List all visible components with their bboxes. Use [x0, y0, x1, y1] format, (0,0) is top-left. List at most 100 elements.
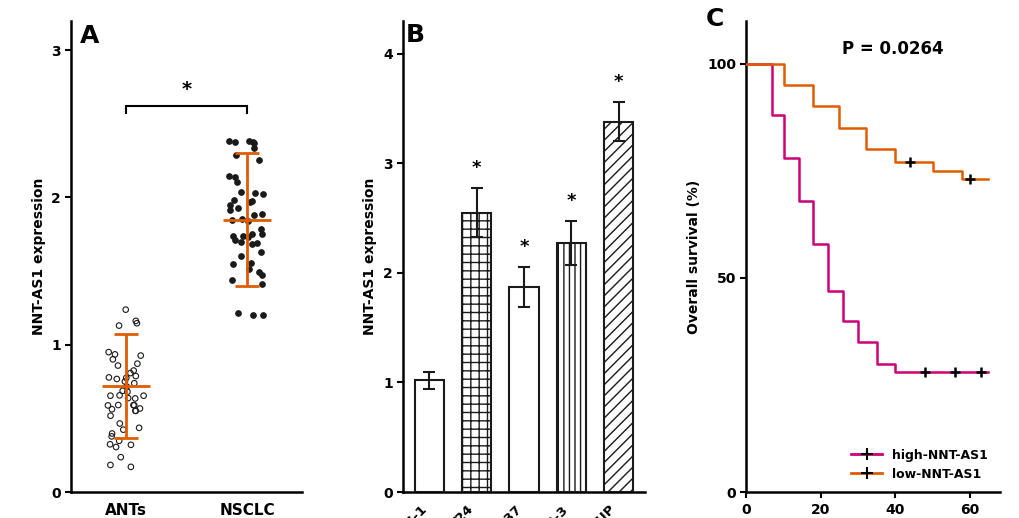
Point	[110, 401, 126, 409]
Point	[253, 271, 269, 279]
Point	[119, 387, 136, 396]
Point	[245, 311, 261, 320]
Point	[111, 437, 127, 445]
Point	[102, 440, 118, 449]
Point	[125, 401, 142, 409]
Point	[114, 386, 130, 395]
Point	[240, 137, 257, 145]
Point	[107, 350, 123, 358]
Point	[253, 248, 269, 256]
Point	[233, 252, 250, 261]
Point	[225, 196, 242, 205]
Point	[105, 355, 121, 364]
Bar	[556, 243, 586, 492]
Point	[132, 351, 149, 359]
Point	[221, 137, 237, 145]
Point	[120, 394, 137, 402]
Point	[228, 178, 245, 186]
Point	[226, 172, 243, 181]
Bar	[508, 287, 538, 492]
Text: A: A	[79, 24, 99, 48]
Text: *: *	[519, 238, 528, 256]
Point	[126, 379, 143, 387]
Point	[108, 443, 124, 451]
Y-axis label: NNT-AS1 expression: NNT-AS1 expression	[32, 178, 46, 335]
Y-axis label: NNT-AS1 expression: NNT-AS1 expression	[363, 178, 377, 335]
Point	[111, 391, 127, 399]
Point	[130, 424, 147, 432]
Point	[253, 225, 269, 233]
Point	[104, 429, 120, 438]
Bar	[603, 122, 633, 492]
Point	[222, 201, 238, 209]
Point	[230, 204, 247, 212]
Point	[102, 412, 118, 420]
Point	[253, 280, 269, 288]
Point	[243, 259, 259, 267]
Point	[116, 377, 132, 385]
Legend: high-NNT-AS1, low-NNT-AS1: high-NNT-AS1, low-NNT-AS1	[846, 443, 993, 486]
Bar	[462, 212, 491, 492]
Point	[224, 261, 240, 269]
Point	[244, 196, 260, 205]
Point	[125, 366, 142, 375]
Point	[227, 236, 244, 244]
Point	[226, 137, 243, 146]
Point	[117, 306, 133, 314]
Point	[246, 211, 262, 220]
Point	[122, 441, 139, 449]
Point	[221, 206, 237, 214]
Point	[122, 463, 139, 471]
Point	[102, 461, 118, 469]
Point	[111, 322, 127, 330]
Point	[247, 189, 263, 197]
Point	[112, 453, 128, 462]
Bar	[414, 380, 443, 492]
Point	[242, 198, 258, 206]
Point	[118, 382, 135, 391]
Point	[239, 217, 256, 225]
Point	[245, 138, 261, 146]
Point	[244, 240, 260, 248]
Point	[110, 362, 126, 370]
Point	[109, 375, 125, 383]
Text: *: *	[567, 192, 576, 210]
Point	[246, 139, 262, 147]
Text: P = 0.0264: P = 0.0264	[842, 39, 944, 57]
Point	[233, 238, 250, 246]
Point	[255, 311, 271, 320]
Point	[129, 359, 146, 368]
Point	[240, 265, 257, 273]
Point	[104, 405, 120, 413]
Point	[100, 401, 116, 410]
Point	[103, 432, 119, 440]
Point	[251, 156, 267, 165]
Point	[249, 239, 265, 247]
Point	[127, 317, 144, 325]
Point	[101, 373, 117, 382]
Point	[127, 407, 144, 415]
Point	[126, 401, 143, 409]
Point	[127, 372, 144, 380]
Point	[253, 230, 269, 238]
Point	[224, 232, 240, 240]
Point	[229, 309, 246, 318]
Text: C: C	[705, 7, 723, 31]
Point	[246, 144, 262, 152]
Text: *: *	[472, 160, 481, 178]
Point	[127, 407, 144, 415]
Point	[127, 394, 144, 402]
Point	[239, 233, 256, 241]
Point	[224, 276, 240, 284]
Point	[233, 215, 250, 223]
Point	[234, 232, 251, 240]
Text: *: *	[613, 73, 623, 91]
Point	[122, 369, 139, 377]
Point	[223, 216, 239, 224]
Point	[244, 230, 260, 238]
Point	[111, 420, 127, 428]
Point	[227, 151, 244, 159]
Point	[254, 190, 270, 198]
Point	[101, 348, 117, 356]
Point	[254, 210, 270, 218]
